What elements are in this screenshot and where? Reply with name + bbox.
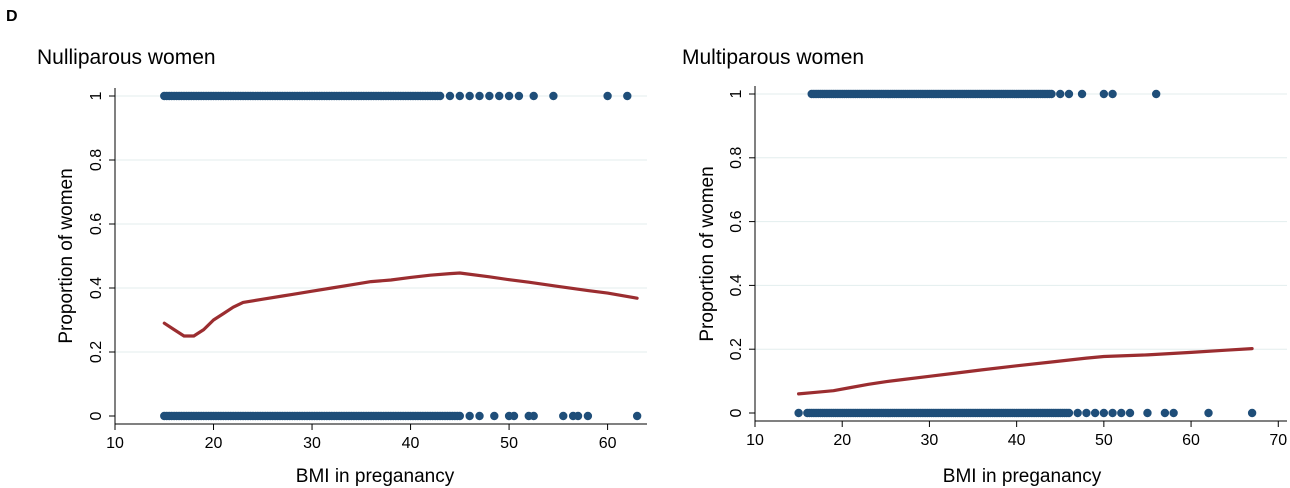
panel-multiparous: Multiparous women BMI in preganancy Prop…	[682, 46, 1287, 487]
data-point-outcome-0	[1099, 408, 1109, 418]
axes-multiparous: 0 0.2 0.4 0.6 0.8 1 10 20 30 40 50 60 70	[728, 86, 1287, 449]
chart-title-nulliparous: Nulliparous women	[37, 46, 216, 69]
x-tick-label: 70	[1269, 432, 1287, 449]
x-tick-label: 60	[1182, 432, 1200, 449]
x-tick-label: 10	[106, 435, 124, 452]
data-point-outcome-0	[1073, 408, 1082, 418]
y-axis-label-nulliparous: Proportion of women	[56, 168, 77, 343]
data-point-outcome-1	[514, 91, 524, 101]
data-point-outcome-0	[632, 411, 642, 421]
data-point-outcome-0	[1117, 408, 1126, 418]
y-tick-label: 1	[88, 91, 105, 100]
data-point-outcome-1	[455, 91, 465, 101]
data-point-outcome-0	[794, 408, 803, 418]
x-tick-label: 30	[303, 435, 321, 452]
data-point-outcome-0	[475, 411, 484, 421]
data-point-outcome-0	[465, 411, 474, 421]
fit-line-multiparous	[797, 347, 1254, 396]
data-point-outcome-1	[1151, 89, 1161, 99]
x-axis-label-multiparous: BMI in preganancy	[943, 466, 1102, 487]
data-point-outcome-1	[1099, 89, 1109, 99]
y-tick-label: 1	[728, 89, 745, 98]
y-tick-label: 0.8	[728, 147, 745, 169]
data-point-outcome-1	[1077, 89, 1087, 99]
data-point-outcome-0	[455, 411, 465, 421]
data-point-outcome-1	[435, 91, 445, 101]
y-axis-label-multiparous: Proportion of women	[697, 166, 718, 341]
data-point-outcome-0	[1064, 408, 1074, 418]
x-tick-label: 60	[599, 435, 617, 452]
y-tick-label: 0.6	[728, 210, 745, 232]
data-point-outcome-1	[485, 91, 494, 101]
data-point-outcome-0	[529, 411, 538, 421]
x-tick-label: 40	[402, 435, 420, 452]
data-point-outcome-1	[623, 91, 632, 101]
data-point-outcome-1	[1108, 89, 1117, 99]
y-tick-label: 0.2	[728, 338, 745, 360]
y-tick-label: 0.6	[88, 213, 105, 235]
gridlines-multiparous	[755, 93, 1287, 350]
points-nulliparous	[160, 91, 642, 421]
data-point-outcome-0	[1125, 408, 1135, 418]
axes-nulliparous: 0 0.2 0.4 0.6 0.8 1 10 20 30 40 50 60	[88, 88, 647, 452]
data-point-outcome-1	[504, 91, 514, 101]
data-point-outcome-0	[583, 411, 593, 421]
x-tick-label: 20	[205, 435, 223, 452]
data-point-outcome-1	[529, 91, 538, 101]
data-point-outcome-1	[603, 91, 612, 101]
data-point-outcome-0	[1082, 408, 1091, 418]
y-tick-label: 0	[88, 411, 105, 420]
data-point-outcome-0	[573, 411, 583, 421]
x-tick-label: 50	[1095, 432, 1113, 449]
data-point-outcome-1	[1047, 89, 1056, 99]
data-point-outcome-1	[1064, 89, 1074, 99]
data-point-outcome-1	[445, 91, 455, 101]
y-tick-label: 0.4	[728, 274, 745, 296]
y-tick-label: 0.4	[88, 277, 105, 299]
data-point-outcome-0	[1090, 408, 1100, 418]
data-point-outcome-0	[1160, 408, 1170, 418]
chart-title-multiparous: Multiparous women	[682, 46, 864, 69]
data-point-outcome-1	[475, 91, 484, 101]
y-tick-label: 0.2	[88, 341, 105, 363]
data-point-outcome-0	[1108, 408, 1117, 418]
data-point-outcome-1	[549, 91, 558, 101]
data-point-outcome-1	[495, 91, 504, 101]
data-point-outcome-1	[465, 91, 474, 101]
x-tick-label: 20	[833, 432, 851, 449]
data-point-outcome-0	[559, 411, 568, 421]
data-point-outcome-0	[509, 411, 519, 421]
x-axis-label-nulliparous: BMI in preganancy	[296, 466, 455, 487]
x-tick-label: 30	[921, 432, 939, 449]
x-tick-label: 50	[500, 435, 518, 452]
data-point-outcome-1	[1056, 89, 1065, 99]
panel-letter: D	[6, 8, 18, 25]
data-point-outcome-0	[1169, 408, 1178, 418]
panel-nulliparous: Nulliparous women BMI in preganancy Prop…	[37, 46, 647, 487]
y-tick-label: 0	[728, 408, 745, 417]
y-tick-label: 0.8	[88, 149, 105, 171]
x-tick-label: 40	[1008, 432, 1026, 449]
fit-line	[797, 347, 1254, 396]
points-multiparous	[794, 89, 1257, 418]
data-point-outcome-0	[1143, 408, 1152, 418]
gridlines-nulliparous	[115, 95, 647, 353]
data-point-outcome-0	[490, 411, 499, 421]
data-point-outcome-0	[1204, 408, 1213, 418]
fit-line	[162, 271, 639, 338]
data-point-outcome-0	[1247, 408, 1257, 418]
x-tick-label: 10	[746, 432, 764, 449]
fit-line-nulliparous	[162, 271, 639, 338]
